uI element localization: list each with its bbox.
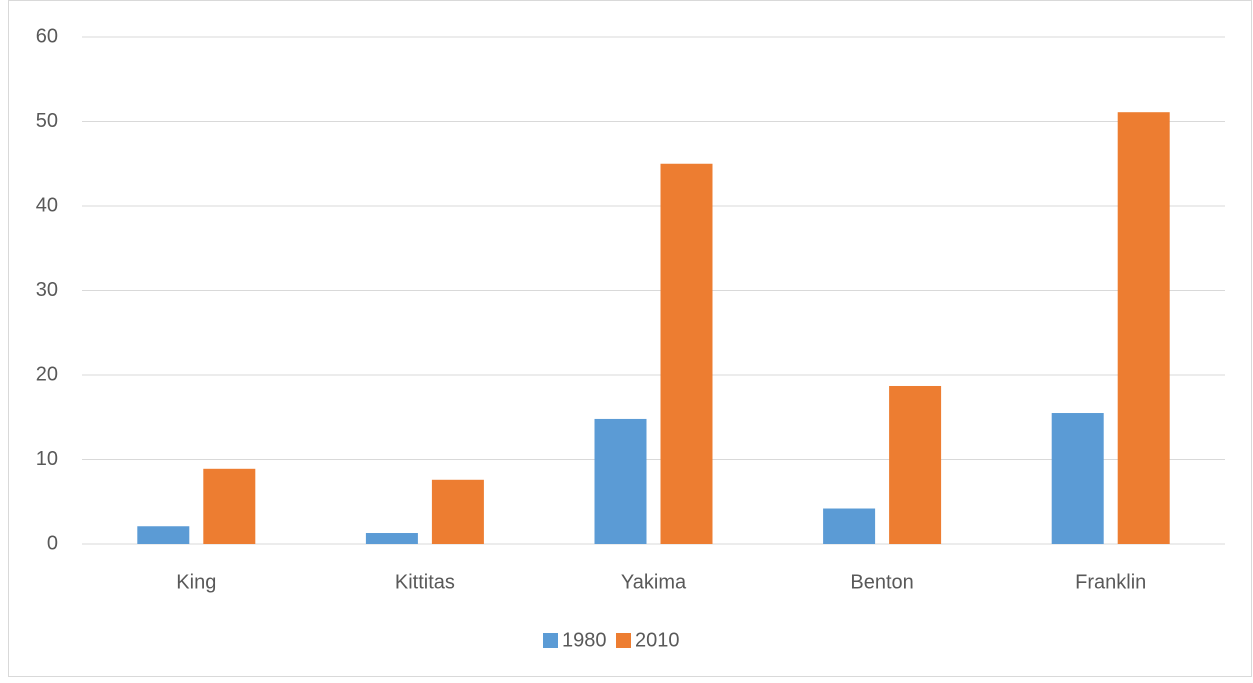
bar (660, 163, 713, 544)
x-tick-label: Yakima (621, 571, 687, 593)
y-tick-label: 20 (36, 363, 58, 385)
x-tick-label: King (176, 571, 216, 593)
bar (1117, 112, 1170, 544)
y-tick-label: 40 (36, 194, 58, 216)
y-tick-label: 10 (36, 448, 58, 470)
legend-swatch (543, 633, 558, 648)
x-tick-label: Kittitas (395, 571, 455, 593)
x-tick-label: Benton (850, 571, 913, 593)
legend-label: 2010 (635, 629, 680, 651)
bar (594, 418, 647, 544)
bar (203, 468, 256, 544)
y-tick-label: 30 (36, 279, 58, 301)
bar (889, 385, 942, 544)
y-tick-label: 0 (47, 532, 58, 554)
y-tick-label: 60 (36, 25, 58, 47)
y-tick-label: 50 (36, 110, 58, 132)
bar (823, 508, 876, 544)
bar (365, 533, 418, 544)
bar (1051, 413, 1104, 544)
bar (431, 479, 484, 544)
legend-label: 1980 (562, 629, 607, 651)
bar (137, 526, 190, 544)
x-tick-label: Franklin (1075, 571, 1146, 593)
legend-swatch (616, 633, 631, 648)
chart-frame (8, 0, 1252, 677)
